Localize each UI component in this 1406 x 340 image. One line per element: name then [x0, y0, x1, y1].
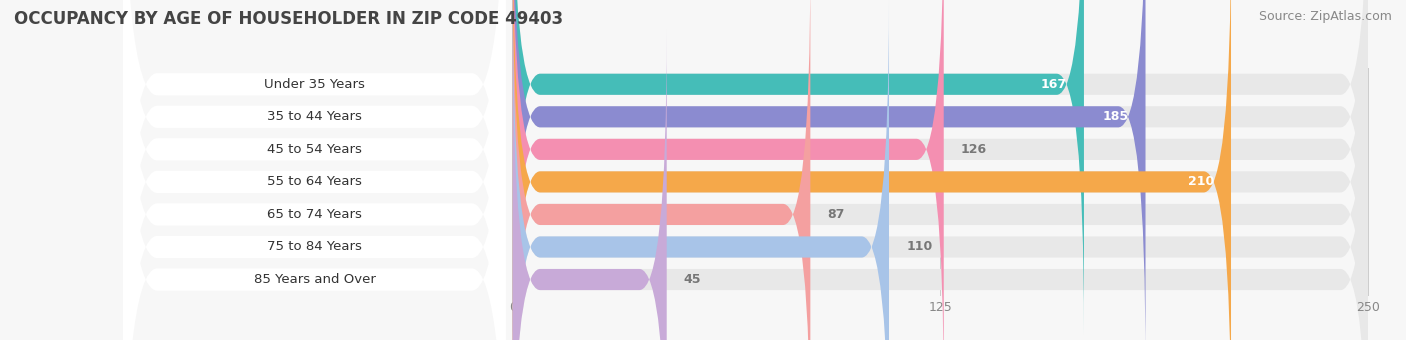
FancyBboxPatch shape: [122, 0, 506, 340]
FancyBboxPatch shape: [122, 0, 506, 340]
FancyBboxPatch shape: [513, 0, 810, 340]
Text: 35 to 44 Years: 35 to 44 Years: [267, 110, 361, 123]
Text: Under 35 Years: Under 35 Years: [264, 78, 366, 91]
Text: 55 to 64 Years: 55 to 64 Years: [267, 175, 361, 188]
Text: Source: ZipAtlas.com: Source: ZipAtlas.com: [1258, 10, 1392, 23]
FancyBboxPatch shape: [122, 0, 506, 340]
FancyBboxPatch shape: [513, 0, 1368, 340]
FancyBboxPatch shape: [513, 30, 1368, 340]
FancyBboxPatch shape: [513, 0, 1368, 340]
Text: 185: 185: [1102, 110, 1129, 123]
FancyBboxPatch shape: [122, 0, 506, 340]
FancyBboxPatch shape: [513, 0, 1368, 340]
FancyBboxPatch shape: [513, 0, 1368, 340]
FancyBboxPatch shape: [513, 0, 1232, 340]
Text: 45 to 54 Years: 45 to 54 Years: [267, 143, 361, 156]
FancyBboxPatch shape: [513, 0, 1368, 340]
Text: 75 to 84 Years: 75 to 84 Years: [267, 240, 361, 254]
Text: 65 to 74 Years: 65 to 74 Years: [267, 208, 361, 221]
Text: 126: 126: [960, 143, 987, 156]
Text: 85 Years and Over: 85 Years and Over: [253, 273, 375, 286]
Text: OCCUPANCY BY AGE OF HOUSEHOLDER IN ZIP CODE 49403: OCCUPANCY BY AGE OF HOUSEHOLDER IN ZIP C…: [14, 10, 564, 28]
FancyBboxPatch shape: [122, 0, 506, 340]
FancyBboxPatch shape: [513, 0, 1146, 340]
Text: 110: 110: [905, 240, 932, 254]
FancyBboxPatch shape: [122, 0, 506, 340]
Text: 87: 87: [828, 208, 845, 221]
Text: 210: 210: [1188, 175, 1213, 188]
FancyBboxPatch shape: [513, 0, 1368, 334]
FancyBboxPatch shape: [513, 0, 1084, 334]
FancyBboxPatch shape: [513, 30, 666, 340]
FancyBboxPatch shape: [513, 0, 889, 340]
Text: 45: 45: [683, 273, 702, 286]
FancyBboxPatch shape: [513, 0, 943, 340]
Text: 167: 167: [1040, 78, 1067, 91]
FancyBboxPatch shape: [122, 0, 506, 340]
